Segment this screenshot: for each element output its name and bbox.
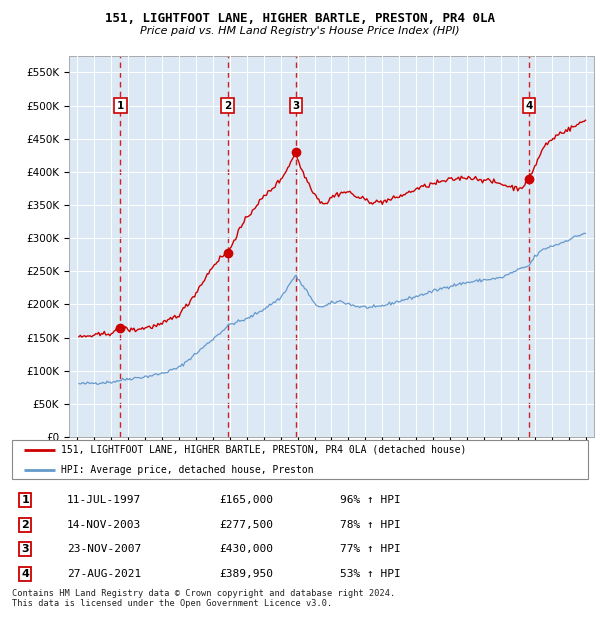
Text: 1: 1 [22, 495, 29, 505]
Text: 11-JUL-1997: 11-JUL-1997 [67, 495, 141, 505]
FancyBboxPatch shape [12, 440, 588, 479]
Text: 3: 3 [292, 100, 299, 110]
Text: 77% ↑ HPI: 77% ↑ HPI [340, 544, 401, 554]
Text: 151, LIGHTFOOT LANE, HIGHER BARTLE, PRESTON, PR4 0LA: 151, LIGHTFOOT LANE, HIGHER BARTLE, PRES… [105, 12, 495, 25]
Text: 23-NOV-2007: 23-NOV-2007 [67, 544, 141, 554]
Text: £277,500: £277,500 [220, 520, 274, 529]
Text: Price paid vs. HM Land Registry's House Price Index (HPI): Price paid vs. HM Land Registry's House … [140, 26, 460, 36]
Text: 4: 4 [525, 100, 532, 110]
Text: £165,000: £165,000 [220, 495, 274, 505]
Text: 78% ↑ HPI: 78% ↑ HPI [340, 520, 401, 529]
Text: 96% ↑ HPI: 96% ↑ HPI [340, 495, 401, 505]
Text: Contains HM Land Registry data © Crown copyright and database right 2024.
This d: Contains HM Land Registry data © Crown c… [12, 589, 395, 608]
Text: £430,000: £430,000 [220, 544, 274, 554]
Text: HPI: Average price, detached house, Preston: HPI: Average price, detached house, Pres… [61, 465, 314, 475]
Text: £389,950: £389,950 [220, 569, 274, 579]
Text: 4: 4 [22, 569, 29, 579]
Text: 2: 2 [22, 520, 29, 529]
Text: 53% ↑ HPI: 53% ↑ HPI [340, 569, 401, 579]
Text: 1: 1 [116, 100, 124, 110]
Text: 2: 2 [224, 100, 232, 110]
Text: 3: 3 [22, 544, 29, 554]
Text: 151, LIGHTFOOT LANE, HIGHER BARTLE, PRESTON, PR4 0LA (detached house): 151, LIGHTFOOT LANE, HIGHER BARTLE, PRES… [61, 445, 466, 455]
Text: 14-NOV-2003: 14-NOV-2003 [67, 520, 141, 529]
Text: 27-AUG-2021: 27-AUG-2021 [67, 569, 141, 579]
